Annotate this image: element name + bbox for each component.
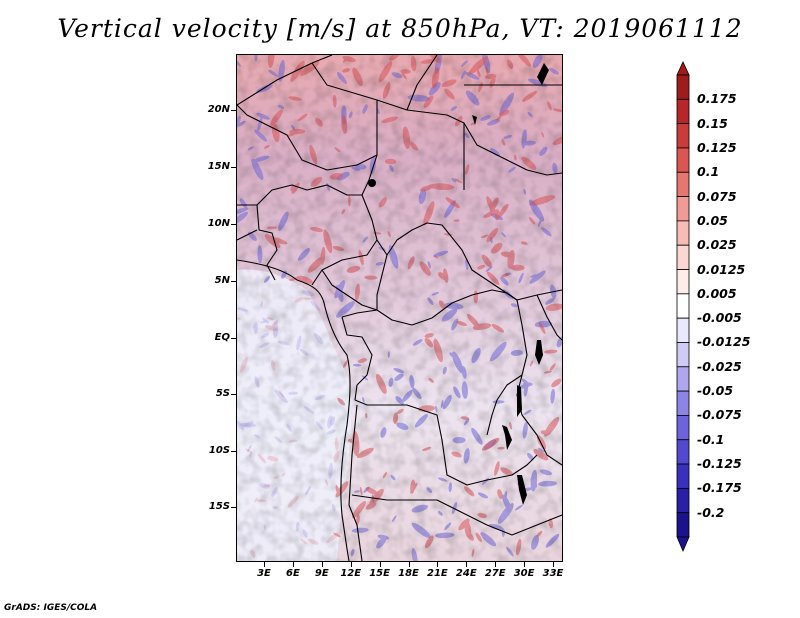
colorbar-label: -0.2 [697,504,725,520]
lat-tick [231,110,236,111]
lon-tick [437,562,439,567]
coastline [237,259,351,561]
colorbar-label: 0.005 [697,285,737,301]
colorbar-swatch [676,293,690,319]
colorbar-swatch [676,123,690,149]
lat-label: 10S [208,445,230,456]
colorbar-swatch [676,220,690,246]
colorbar-label: -0.1 [697,431,725,447]
lon-tick [321,562,323,567]
colorbar-label: -0.075 [697,407,742,423]
lon-tick [495,562,497,567]
colorbar-label: -0.025 [697,358,742,374]
lon-label: 6E [285,568,300,579]
colorbar-label: 0.15 [697,115,728,131]
lon-tick [524,562,526,567]
lon-label: 30E [513,568,535,579]
colorbar-swatch [676,317,690,343]
lon-tick [292,562,294,567]
lon-label: 24E [455,568,477,579]
lat-tick [231,507,236,508]
lat-tick [231,451,236,452]
lat-label: 10N [207,218,230,229]
colorbar-top-arrow [676,61,690,76]
lon-label: 3E [257,568,271,579]
lon-label: 18E [398,568,419,579]
colorbar-label: 0.1 [697,164,720,180]
colorbar-swatch [676,98,690,125]
colorbar-swatch [676,342,690,368]
colorbar-label: -0.005 [697,310,742,326]
colorbar-swatch [676,196,690,222]
colorbar-swatch [676,147,690,173]
lat-label: EQ [214,332,230,343]
colorbar-label: 0.05 [697,212,728,228]
lon-label: 27E [484,568,506,579]
colorbar-swatch [676,171,690,197]
lat-tick [231,338,236,339]
lon-tick [379,562,381,567]
colorbar-bottom-arrow [676,536,690,553]
velocity-field-map [237,55,562,561]
lat-label: 15N [207,161,230,172]
lon-label: 15E [369,568,390,579]
colorbar-label: 0.025 [697,237,737,253]
colorbar-swatch [676,439,690,465]
colorbar-swatch [676,244,690,270]
chart-title: Vertical velocity [m/s] at 850hPa, VT: 2… [57,14,743,43]
colorbar-label: 0.075 [697,188,737,204]
lon-tick [264,562,265,567]
lon-label: 33E [542,568,564,579]
lakes [368,63,549,505]
lon-label: 21E [427,568,448,579]
lat-tick [231,394,236,395]
footer-credit: GrADS: IGES/COLA [4,603,98,613]
colorbar-label: 0.125 [697,139,737,155]
colorbar-label: -0.125 [697,456,742,472]
lat-label: 20N [207,104,230,115]
colorbar-swatch [676,512,690,538]
lat-tick [231,224,236,225]
colorbar-swatch [676,463,690,489]
lon-tick [350,562,352,567]
fine-texture [237,55,562,561]
colorbar-label: -0.0125 [697,334,751,350]
colorbar-swatch [676,390,690,416]
colorbar-swatch [676,74,690,100]
lat-label: 5N [214,275,230,286]
colorbar-swatch [676,269,690,295]
lat-tick [231,281,236,282]
colorbar-label: -0.05 [697,383,734,399]
colorbar-swatch [676,487,690,514]
colorbar-label: 0.0125 [697,261,746,277]
lon-tick [553,562,554,567]
lon-tick [466,562,468,567]
lat-label: 5S [215,388,230,399]
lon-tick [408,562,410,567]
map-panel [236,54,563,562]
colorbar-swatch [676,366,690,392]
lon-label: 9E [314,568,329,579]
lat-tick [231,167,236,168]
colorbar-swatch [676,415,690,441]
lat-label: 15S [208,501,230,512]
lon-label: 12E [340,568,362,579]
colorbar [676,61,690,553]
colorbar-label: 0.175 [697,91,737,107]
colorbar-label: -0.175 [697,480,742,496]
